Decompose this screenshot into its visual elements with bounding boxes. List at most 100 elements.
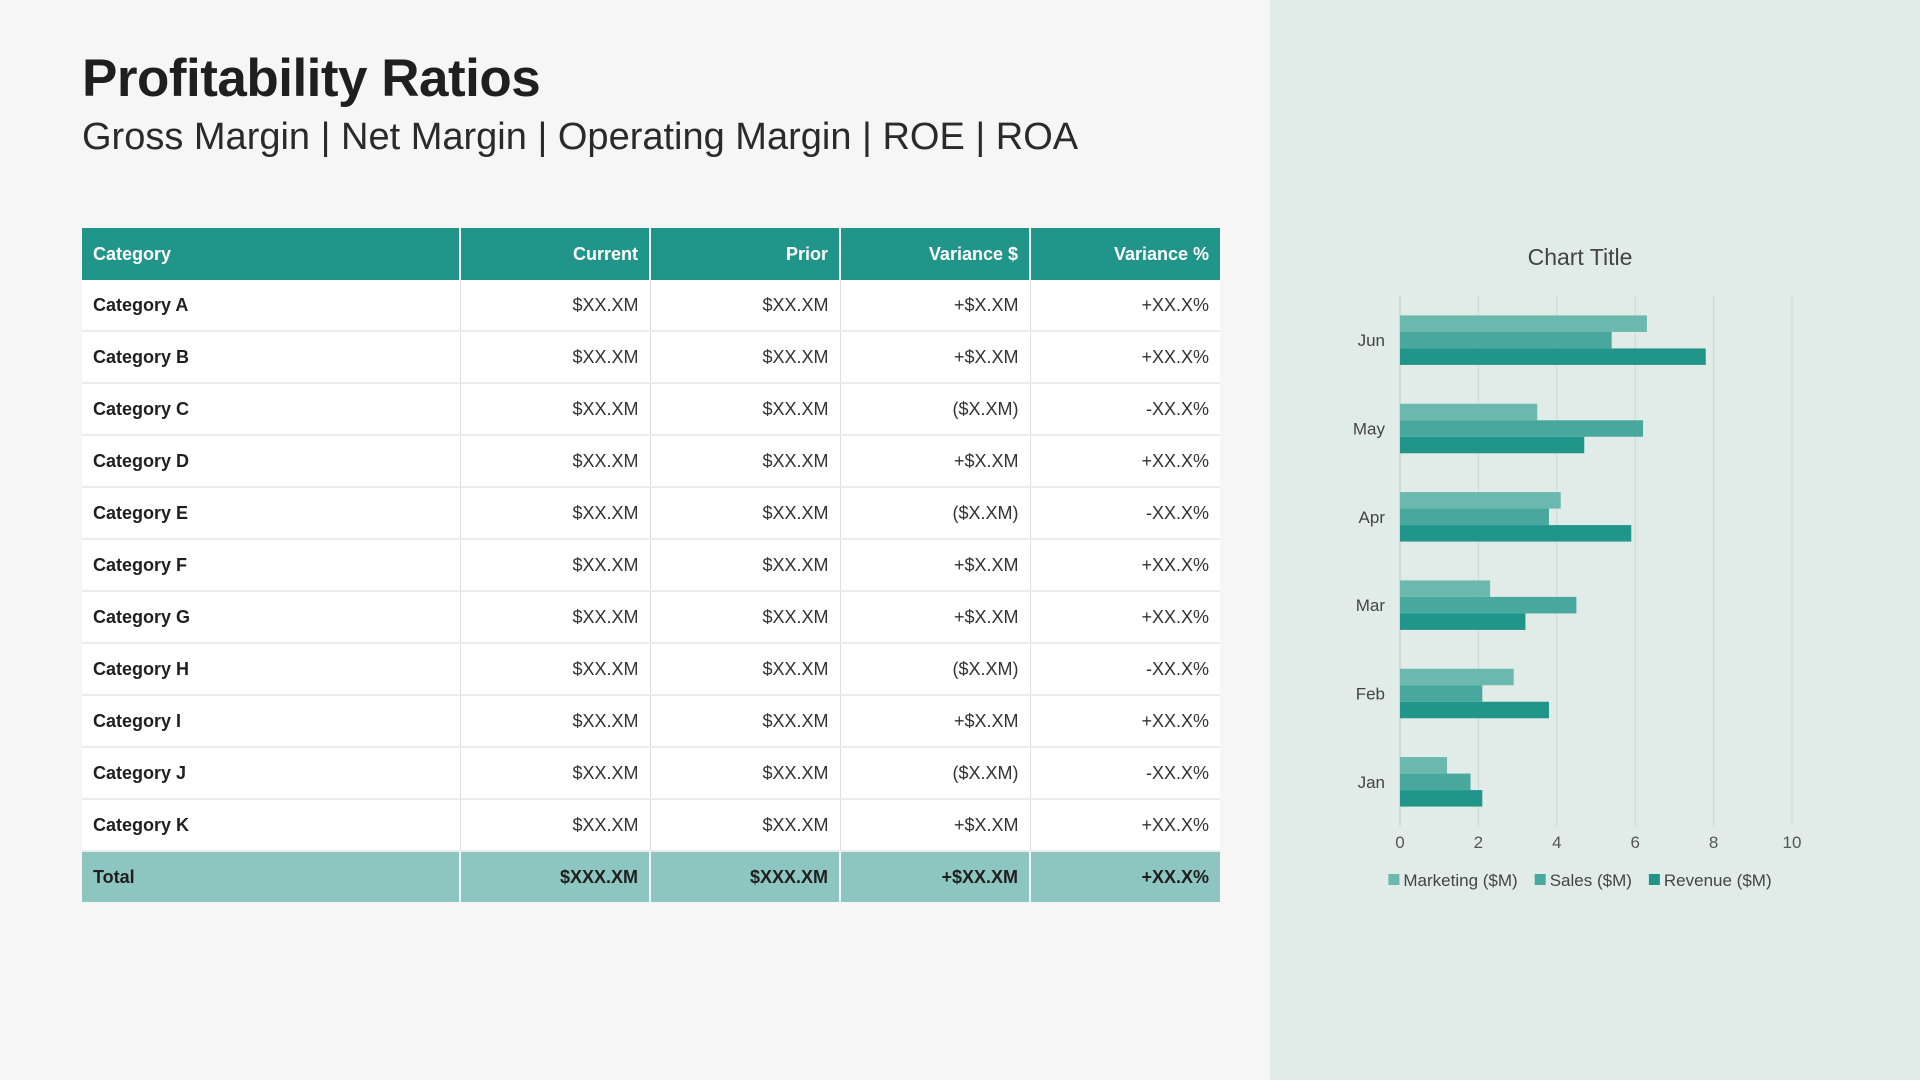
table-cell: +$X.XM bbox=[840, 435, 1031, 488]
bar-mar-series-1 bbox=[1400, 596, 1577, 614]
table-cell: $XX.XM bbox=[650, 591, 841, 644]
table-cell: $XX.XM bbox=[650, 799, 841, 852]
table-cell: $XX.XM bbox=[460, 280, 651, 332]
x-tick-label: 2 bbox=[1474, 833, 1483, 852]
table-cell: ($X.XM) bbox=[840, 747, 1031, 800]
table-cell: +XX.X% bbox=[1030, 280, 1220, 332]
legend-label: Revenue ($M) bbox=[1664, 871, 1772, 890]
row-label: Category C bbox=[82, 383, 461, 436]
table-cell: +XX.X% bbox=[1030, 435, 1220, 488]
bar-chart: Chart Title 0 2 4 6 8 10 Jan Feb Mar Apr May Jun Mark… bbox=[1353, 244, 1802, 890]
column-header[interactable]: Variance $ bbox=[840, 228, 1031, 280]
table-cell: +XX.X% bbox=[1030, 799, 1220, 852]
row-label: Category J bbox=[82, 747, 461, 800]
table-row: Category C $XX.XM $XX.XM ($X.XM) -XX.X% bbox=[82, 383, 1220, 436]
table-cell: $XX.XM bbox=[650, 695, 841, 748]
bar-apr-series-1 bbox=[1400, 508, 1549, 526]
table-cell: $XX.XM bbox=[460, 747, 651, 800]
table-cell: $XX.XM bbox=[460, 539, 651, 592]
table-cell: +$X.XM bbox=[840, 695, 1031, 748]
x-tick-label: 6 bbox=[1630, 833, 1639, 852]
x-tick-label: 10 bbox=[1783, 833, 1802, 852]
total-cell: +$XX.XM bbox=[840, 851, 1031, 902]
table-cell: ($X.XM) bbox=[840, 643, 1031, 696]
table-cell: -XX.X% bbox=[1030, 383, 1220, 436]
table-row: Category B $XX.XM $XX.XM +$X.XM +XX.X% bbox=[82, 331, 1220, 384]
table-cell: $XX.XM bbox=[460, 435, 651, 488]
legend-swatch bbox=[1534, 874, 1546, 885]
table-row: Category A $XX.XM $XX.XM +$X.XM +XX.X% bbox=[82, 280, 1220, 332]
table-row: Category J $XX.XM $XX.XM ($X.XM) -XX.X% bbox=[82, 747, 1220, 800]
y-category-label: Mar bbox=[1356, 596, 1386, 615]
bar-jan-series-1 bbox=[1400, 773, 1471, 791]
column-header[interactable]: Variance % bbox=[1030, 228, 1220, 280]
table-cell: +XX.X% bbox=[1030, 331, 1220, 384]
table-cell: $XX.XM bbox=[650, 643, 841, 696]
table-cell: +$X.XM bbox=[840, 280, 1031, 332]
bar-apr-series-0 bbox=[1400, 492, 1561, 509]
x-tick-label: 4 bbox=[1552, 833, 1561, 852]
table-cell: ($X.XM) bbox=[840, 383, 1031, 436]
total-label: Total bbox=[82, 851, 461, 902]
table-cell: $XX.XM bbox=[460, 383, 651, 436]
total-cell: +XX.X% bbox=[1030, 851, 1220, 902]
legend-swatch bbox=[1388, 874, 1400, 885]
table-cell: +XX.X% bbox=[1030, 695, 1220, 748]
page-subtitle: Gross Margin | Net Margin | Operating Ma… bbox=[82, 116, 1079, 158]
bar-may-series-2 bbox=[1400, 436, 1585, 454]
row-label: Category B bbox=[82, 331, 461, 384]
table-cell: +$X.XM bbox=[840, 591, 1031, 644]
table-row: Category H $XX.XM $XX.XM ($X.XM) -XX.X% bbox=[82, 643, 1220, 696]
column-header[interactable]: Category bbox=[82, 228, 461, 280]
row-label: Category I bbox=[82, 695, 461, 748]
bar-jun-series-0 bbox=[1400, 315, 1647, 332]
total-cell: $XXX.XM bbox=[460, 851, 651, 902]
legend-label: Sales ($M) bbox=[1550, 871, 1632, 890]
row-label: Category K bbox=[82, 799, 461, 852]
row-label: Category F bbox=[82, 539, 461, 592]
row-label: Category H bbox=[82, 643, 461, 696]
table-cell: $XX.XM bbox=[460, 487, 651, 540]
bar-apr-series-2 bbox=[1400, 525, 1632, 542]
table-cell: -XX.X% bbox=[1030, 747, 1220, 800]
bar-jun-series-2 bbox=[1400, 348, 1706, 365]
table-cell: $XX.XM bbox=[460, 331, 651, 384]
table-cell: $XX.XM bbox=[650, 280, 841, 332]
table-row: Category F $XX.XM $XX.XM +$X.XM +XX.X% bbox=[82, 539, 1220, 592]
table-cell: $XX.XM bbox=[460, 591, 651, 644]
page-title: Profitability Ratios bbox=[82, 49, 541, 108]
table-cell: +$X.XM bbox=[840, 331, 1031, 384]
bar-mar-series-2 bbox=[1400, 613, 1526, 630]
bar-jan-series-0 bbox=[1400, 757, 1448, 774]
bar-jan-series-2 bbox=[1400, 790, 1483, 807]
table-cell: -XX.X% bbox=[1030, 487, 1220, 540]
table-cell: $XX.XM bbox=[650, 539, 841, 592]
table-cell: +XX.X% bbox=[1030, 591, 1220, 644]
bar-may-series-1 bbox=[1400, 420, 1644, 437]
table-row: Category I $XX.XM $XX.XM +$X.XM +XX.X% bbox=[82, 695, 1220, 748]
table-cell: $XX.XM bbox=[460, 799, 651, 852]
y-category-label: Jan bbox=[1358, 773, 1385, 792]
table-cell: $XX.XM bbox=[650, 331, 841, 384]
y-category-label: Jun bbox=[1358, 331, 1385, 350]
y-category-label: May bbox=[1353, 420, 1386, 439]
table-row: Category G $XX.XM $XX.XM +$X.XM +XX.X% bbox=[82, 591, 1220, 644]
column-header[interactable]: Current bbox=[460, 228, 651, 280]
table-row: Category D $XX.XM $XX.XM +$X.XM +XX.X% bbox=[82, 435, 1220, 488]
table-header-row: Category Current Prior Variance $ Varian… bbox=[82, 228, 1220, 280]
column-header[interactable]: Prior bbox=[650, 228, 841, 280]
table-cell: ($X.XM) bbox=[840, 487, 1031, 540]
x-tick-label: 8 bbox=[1709, 833, 1718, 852]
table-cell: $XX.XM bbox=[460, 695, 651, 748]
row-label: Category E bbox=[82, 487, 461, 540]
bar-may-series-0 bbox=[1400, 403, 1538, 421]
legend-swatch bbox=[1648, 874, 1660, 885]
bar-feb-series-2 bbox=[1400, 701, 1549, 719]
total-row: Total $XXX.XM $XXX.XM +$XX.XM +XX.X% bbox=[82, 851, 1220, 902]
table-cell: -XX.X% bbox=[1030, 643, 1220, 696]
table-cell: +XX.X% bbox=[1030, 539, 1220, 592]
table-cell: $XX.XM bbox=[650, 747, 841, 800]
y-category-label: Feb bbox=[1356, 685, 1385, 704]
x-tick-label: 0 bbox=[1395, 833, 1404, 852]
table-cell: +$X.XM bbox=[840, 539, 1031, 592]
